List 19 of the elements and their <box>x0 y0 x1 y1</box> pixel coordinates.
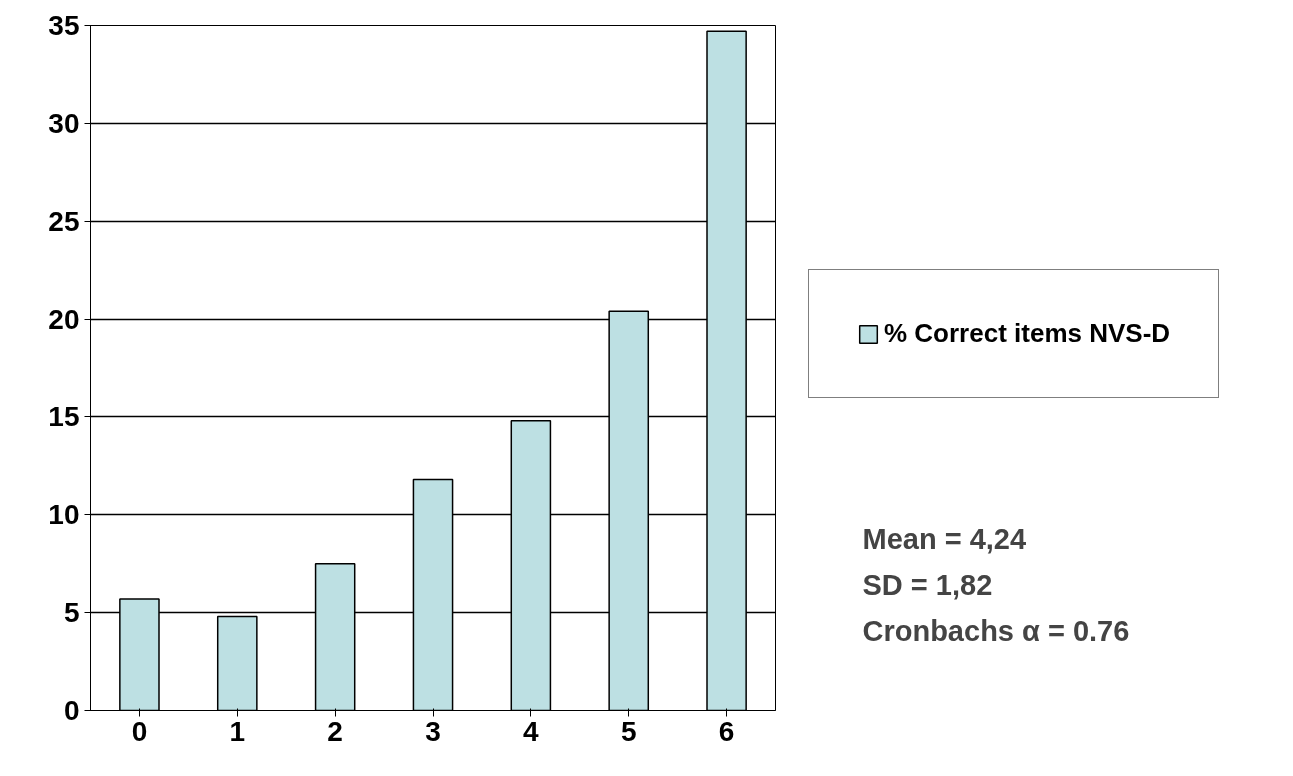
y-tick-label: 10 <box>48 499 80 531</box>
text: Cronbachs α = 0.76 <box>862 615 1130 648</box>
x-tick-label: 5 <box>620 715 637 747</box>
x-tick-label: 6 <box>718 715 735 747</box>
text: SD = 1,82 <box>862 569 993 602</box>
x-tick-label: 3 <box>425 715 441 747</box>
text: Mean = 4,24 <box>862 522 1027 555</box>
y-tick-label: 0 <box>63 695 80 726</box>
y-tick-label: 35 <box>48 10 80 41</box>
x-tick-label: 0 <box>131 715 148 747</box>
x-tick-label: 1 <box>229 715 246 747</box>
y-tick-label: 25 <box>48 205 80 237</box>
y-tick-label: 15 <box>48 401 80 433</box>
y-tick-label: 5 <box>63 597 80 629</box>
x-tick-label: 4 <box>523 715 540 747</box>
y-tick-label: 20 <box>48 303 80 335</box>
x-tick-label: 2 <box>327 715 343 747</box>
y-tick-label: 30 <box>48 107 80 139</box>
legend-label: % Correct items NVS-D <box>884 318 1171 349</box>
